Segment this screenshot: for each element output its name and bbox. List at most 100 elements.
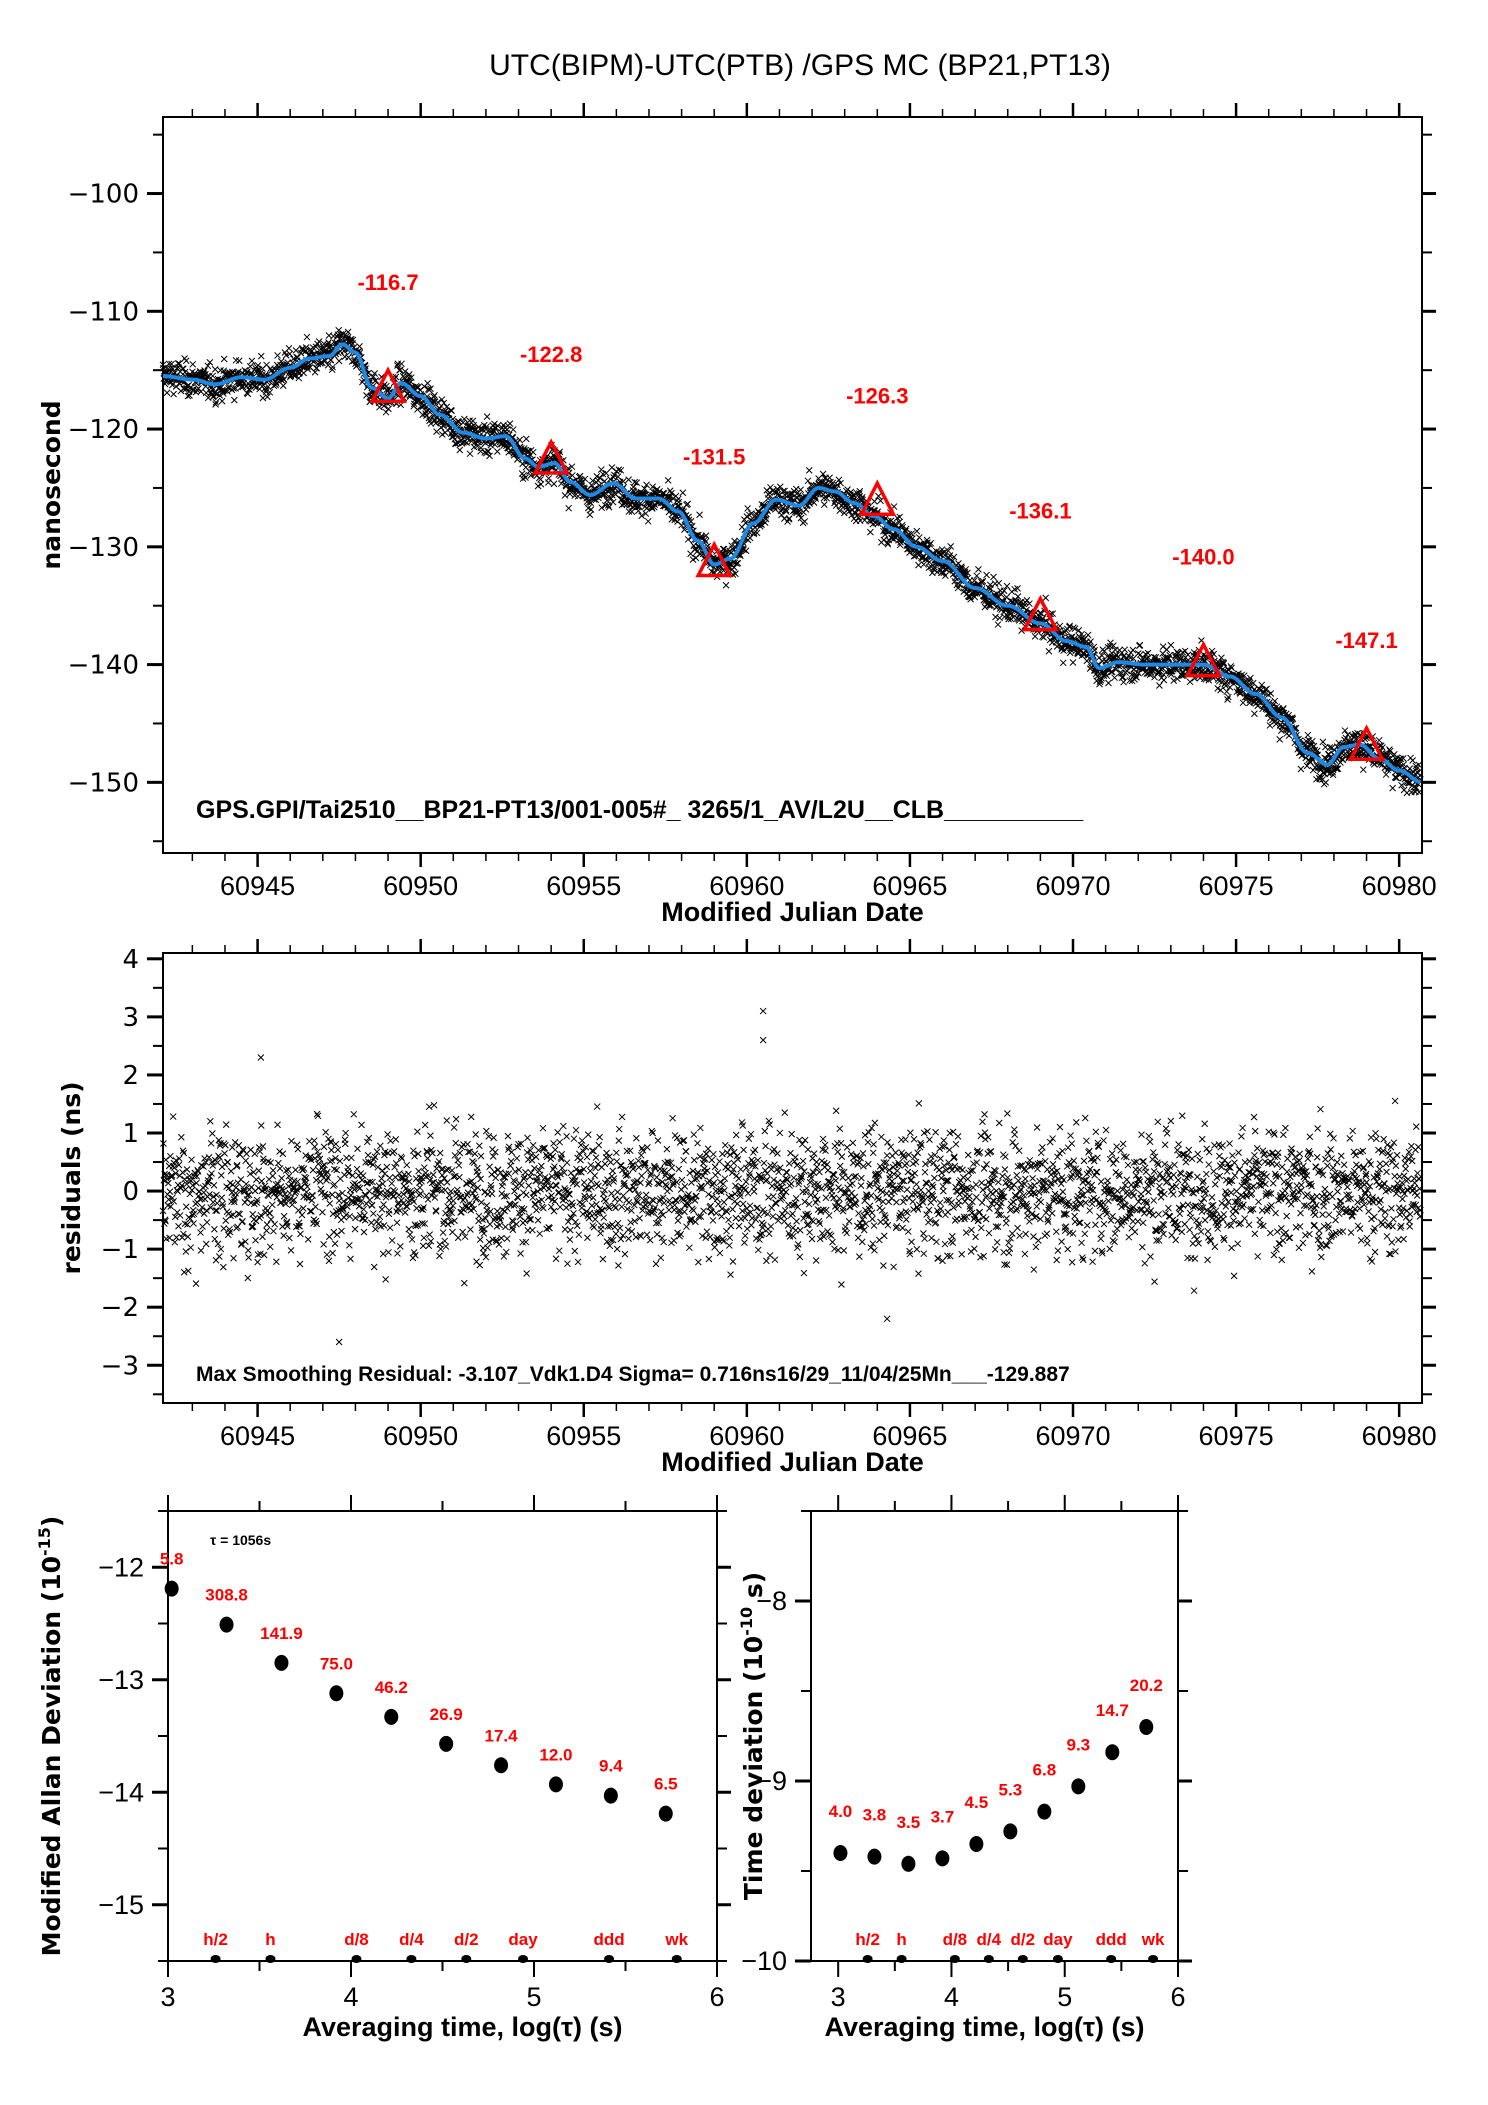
residual-point bbox=[593, 1103, 601, 1110]
residual-point bbox=[574, 1258, 582, 1266]
residual-point bbox=[614, 1188, 621, 1196]
data-point bbox=[1042, 594, 1050, 602]
residual-point bbox=[556, 1138, 564, 1146]
residual-point bbox=[783, 1169, 791, 1176]
x-tick-label: 60965 bbox=[872, 871, 947, 901]
residual-point bbox=[408, 1236, 416, 1243]
residual-point bbox=[712, 1187, 720, 1195]
data-point bbox=[801, 518, 809, 525]
residual-point bbox=[735, 1222, 743, 1230]
residual-point bbox=[202, 1182, 209, 1190]
residual-point bbox=[282, 1167, 290, 1174]
residual-point bbox=[263, 1221, 271, 1228]
residual-point bbox=[619, 1192, 627, 1200]
residual-point bbox=[361, 1216, 369, 1224]
data-point bbox=[348, 335, 355, 343]
data-point bbox=[990, 573, 997, 581]
residual-point bbox=[716, 1249, 724, 1257]
residual-point bbox=[555, 1247, 563, 1255]
residual-point bbox=[792, 1195, 800, 1202]
data-point bbox=[597, 466, 605, 473]
data-point bbox=[1266, 722, 1274, 729]
data-point bbox=[1120, 678, 1127, 686]
residual-point bbox=[393, 1219, 401, 1227]
marker-value-label: -126.3 bbox=[846, 383, 908, 408]
residual-point bbox=[227, 1167, 235, 1175]
residual-point bbox=[771, 1256, 779, 1264]
residual-point bbox=[245, 1254, 252, 1261]
residual-point bbox=[653, 1231, 661, 1238]
residual-point bbox=[454, 1186, 461, 1194]
data-point bbox=[344, 328, 352, 336]
residual-point bbox=[299, 1205, 307, 1212]
data-point bbox=[407, 374, 415, 381]
residual-point bbox=[416, 1184, 424, 1191]
data-point bbox=[615, 466, 623, 473]
residual-point bbox=[367, 1219, 375, 1227]
residual-point bbox=[580, 1179, 588, 1186]
marker-value-label: -140.0 bbox=[1172, 545, 1234, 570]
residual-point bbox=[502, 1223, 509, 1231]
residual-point bbox=[681, 1183, 689, 1190]
data-point bbox=[1389, 784, 1397, 792]
data-point bbox=[197, 388, 205, 395]
data-point bbox=[466, 450, 474, 458]
data-point bbox=[1382, 771, 1390, 778]
residual-point bbox=[312, 1203, 319, 1211]
residual-point bbox=[478, 1199, 485, 1206]
residual-point bbox=[570, 1210, 577, 1217]
residual-point bbox=[306, 1207, 314, 1215]
data-point bbox=[1111, 674, 1118, 682]
residual-point bbox=[400, 1190, 407, 1198]
residual-point bbox=[680, 1156, 687, 1164]
data-point bbox=[565, 504, 573, 512]
data-point bbox=[170, 390, 177, 398]
residual-point bbox=[288, 1137, 295, 1145]
residual-point bbox=[452, 1115, 460, 1123]
data-point bbox=[440, 399, 448, 407]
residual-point bbox=[436, 1252, 443, 1260]
data-point bbox=[282, 351, 290, 359]
data-point bbox=[1322, 779, 1330, 786]
residual-point bbox=[682, 1148, 690, 1155]
data-point bbox=[1087, 638, 1094, 645]
residual-point bbox=[249, 1210, 257, 1218]
residual-point bbox=[652, 1260, 660, 1268]
residual-point bbox=[304, 1236, 312, 1243]
data-point bbox=[286, 350, 294, 358]
marker-value-label: -136.1 bbox=[1009, 499, 1071, 524]
data-point bbox=[292, 347, 300, 354]
residual-point bbox=[333, 1231, 341, 1239]
residual-point bbox=[325, 1257, 333, 1265]
residual-point bbox=[217, 1172, 225, 1179]
data-point bbox=[596, 474, 604, 482]
residuals-x-axis-label: Modified Julian Date bbox=[661, 1447, 924, 1477]
residual-point bbox=[808, 1235, 816, 1243]
residual-point bbox=[637, 1151, 645, 1159]
data-point bbox=[537, 480, 545, 488]
x-tick-label: 60950 bbox=[383, 871, 458, 901]
data-point bbox=[329, 363, 336, 371]
residual-point bbox=[432, 1208, 440, 1215]
residual-point bbox=[251, 1150, 259, 1158]
residual-point bbox=[560, 1122, 567, 1130]
data-point bbox=[252, 384, 260, 392]
residual-point bbox=[716, 1158, 723, 1165]
residual-point bbox=[654, 1137, 662, 1144]
residual-point bbox=[485, 1238, 493, 1246]
residual-point bbox=[787, 1180, 795, 1188]
residual-point bbox=[552, 1255, 560, 1263]
residual-point bbox=[202, 1240, 210, 1248]
residual-point bbox=[406, 1231, 414, 1238]
residual-point bbox=[793, 1217, 800, 1225]
residual-point bbox=[597, 1222, 605, 1229]
residual-point bbox=[723, 1227, 730, 1235]
residual-point bbox=[692, 1218, 699, 1226]
residual-point bbox=[440, 1174, 448, 1182]
residual-point bbox=[326, 1200, 334, 1207]
data-point bbox=[220, 355, 228, 363]
data-point bbox=[586, 511, 594, 519]
x-tick-label: 60975 bbox=[1199, 1421, 1274, 1451]
residual-point bbox=[801, 1136, 809, 1144]
data-point bbox=[1134, 650, 1142, 657]
